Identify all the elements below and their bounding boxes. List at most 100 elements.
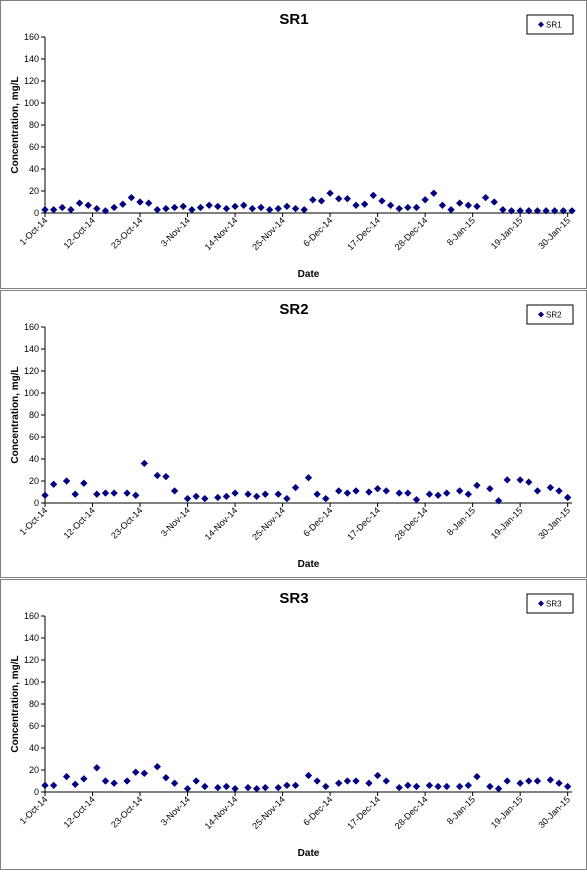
data-point <box>516 207 524 215</box>
data-point <box>214 783 222 792</box>
data-point <box>369 191 378 200</box>
data-point <box>309 196 317 204</box>
data-point <box>525 207 533 215</box>
y-tick-label: 160 <box>24 322 39 332</box>
data-point <box>421 196 429 204</box>
data-point <box>80 479 88 487</box>
data-point <box>62 772 71 781</box>
y-tick-label: 140 <box>24 344 39 354</box>
data-point <box>110 203 118 212</box>
data-point <box>179 202 187 211</box>
data-point <box>438 201 447 210</box>
data-point <box>455 487 464 495</box>
data-point <box>365 488 373 496</box>
data-point <box>343 194 352 203</box>
data-point <box>464 201 473 210</box>
data-point <box>326 189 334 197</box>
data-point <box>183 784 192 793</box>
data-point <box>317 197 326 205</box>
data-point <box>261 490 270 498</box>
data-point <box>252 784 261 793</box>
y-tick-label: 0 <box>34 787 39 797</box>
chart-panel-sr2: SR2 Concentration, mg/L Date 0 20 40 60 80 100 12… <box>0 290 587 578</box>
y-tick-label: 140 <box>24 633 39 643</box>
data-point <box>119 200 127 208</box>
data-point <box>123 489 131 497</box>
data-point <box>170 203 179 212</box>
y-tick-label: 160 <box>24 611 39 621</box>
data-point <box>252 492 261 501</box>
data-point <box>214 493 222 502</box>
data-point <box>41 781 49 790</box>
data-point <box>162 204 170 213</box>
chart-sr2: SR2 Concentration, mg/L Date 0 20 40 60 80 100 12… <box>10 301 574 570</box>
data-point <box>110 779 118 787</box>
y-tick-label: 120 <box>24 366 39 376</box>
data-point <box>412 203 421 212</box>
data-point <box>555 779 563 787</box>
data-point <box>412 495 421 504</box>
y-tick-label: 140 <box>24 54 39 64</box>
y-tick-label: 120 <box>24 76 39 86</box>
data-point <box>425 781 434 790</box>
data-point <box>473 481 481 490</box>
data-point <box>153 205 162 214</box>
data-point <box>499 205 507 214</box>
data-point <box>516 779 524 787</box>
data-point <box>192 777 200 785</box>
data-point <box>412 782 421 791</box>
data-point <box>373 771 382 780</box>
data-point <box>322 782 330 791</box>
data-point <box>283 494 291 503</box>
y-axis-label: Concentration, mg/L <box>10 655 21 752</box>
y-tick-label: 160 <box>24 32 39 42</box>
panel-border <box>0 290 587 578</box>
data-point <box>464 781 473 790</box>
y-tick-label: 80 <box>29 410 39 420</box>
data-point <box>430 189 438 197</box>
data-point <box>153 471 162 480</box>
data-point <box>101 489 110 497</box>
data-point <box>395 489 403 497</box>
data-point <box>404 203 412 212</box>
y-tick-label: 80 <box>29 699 39 709</box>
y-axis-label: Concentration, mg/L <box>10 366 21 463</box>
legend-box <box>526 593 574 614</box>
data-point <box>503 476 511 484</box>
data-point <box>533 487 542 495</box>
data-point <box>395 204 403 213</box>
data-point <box>58 203 67 212</box>
data-point <box>382 777 391 785</box>
y-tick-label: 20 <box>29 186 39 196</box>
data-point <box>84 201 92 210</box>
data-point <box>434 491 442 500</box>
panel-border <box>0 0 587 289</box>
legend-marker <box>538 311 544 318</box>
y-tick-label: 100 <box>24 677 39 687</box>
data-point <box>473 772 481 781</box>
legend-label: SR2 <box>546 311 562 320</box>
chart-sr3: SR3 Concentration, mg/L Date 0 20 40 60 80 100 12… <box>10 590 574 859</box>
data-point <box>170 487 179 495</box>
data-point <box>546 483 555 492</box>
legend-label: SR3 <box>546 600 562 609</box>
data-point <box>101 207 110 215</box>
y-tick-label: 0 <box>34 208 39 218</box>
data-point <box>442 489 451 497</box>
data-point <box>136 198 144 206</box>
data-point <box>222 492 231 501</box>
data-point <box>334 194 343 203</box>
data-point <box>352 777 360 785</box>
data-point <box>231 784 239 793</box>
legend-label: SR1 <box>546 21 562 30</box>
data-point <box>140 459 149 468</box>
data-point <box>162 472 170 481</box>
data-point <box>313 490 321 498</box>
data-point <box>442 782 451 791</box>
y-tick-label: 40 <box>29 454 39 464</box>
data-point <box>378 197 386 205</box>
data-point <box>525 777 533 785</box>
y-tick-label: 120 <box>24 655 39 665</box>
y-tick-label: 0 <box>34 498 39 508</box>
data-point <box>67 205 75 214</box>
